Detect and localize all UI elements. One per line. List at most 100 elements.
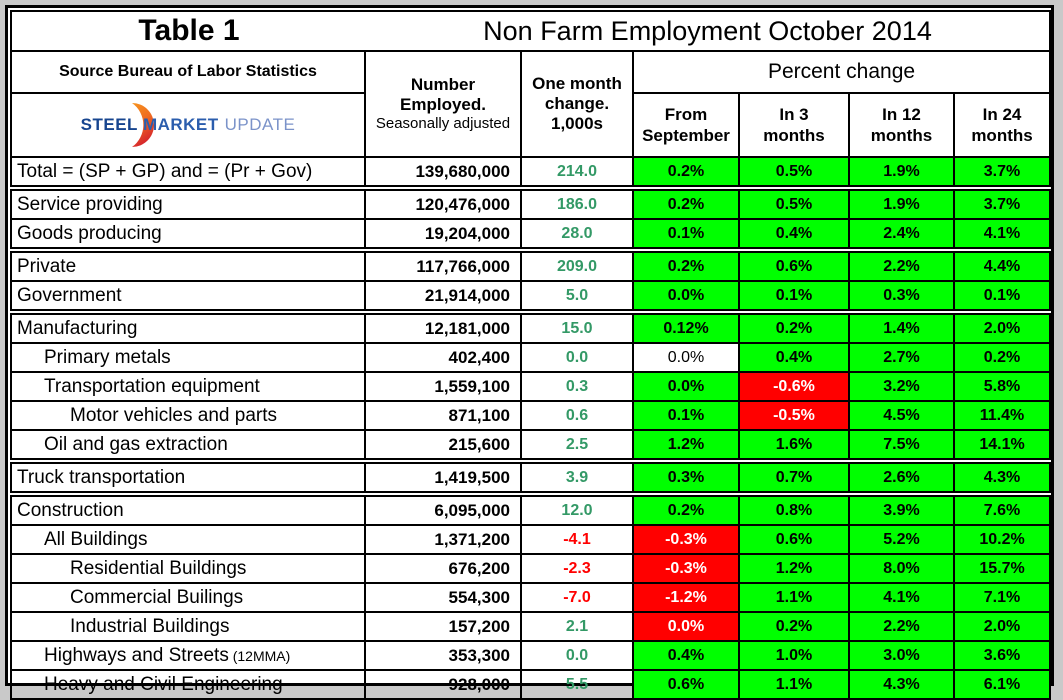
table-row: Private 117,766,000 209.0 0.2% 0.6% 2.2%…	[10, 249, 1052, 282]
pct-in-24-months: 2.0%	[952, 611, 1052, 642]
one-month-change-value: 12.0	[520, 493, 634, 526]
pct-from-september: 0.0%	[632, 280, 740, 315]
pct-in-24-months: 10.2%	[952, 524, 1052, 555]
employed-value: 12,181,000	[364, 311, 522, 344]
employed-value: 215,600	[364, 429, 522, 464]
pct-in-12-months: 2.7%	[848, 342, 955, 373]
pct-in-24-months: 0.2%	[952, 342, 1052, 373]
row-label: Total = (SP + GP) and = (Pr + Gov)	[10, 156, 366, 191]
row-label: Oil and gas extraction	[10, 429, 366, 464]
table-row: Government 21,914,000 5.0 0.0% 0.1% 0.3%…	[10, 280, 1052, 315]
pct-in-12-months: 1.9%	[848, 156, 955, 191]
row-label: Service providing	[10, 187, 366, 220]
col-header-number-employed: Number Employed. Seasonally adjusted	[364, 50, 522, 158]
pct-in-24-months: 11.4%	[952, 400, 1052, 431]
one-month-line1: One month	[532, 73, 622, 93]
title-cell: Table 1 Non Farm Employment October 2014	[9, 10, 1052, 52]
table-row: Goods producing 19,204,000 28.0 0.1% 0.4…	[10, 218, 1052, 253]
employed-value: 353,300	[364, 640, 522, 671]
col-header-from-september: From September	[632, 92, 740, 158]
page-title: Non Farm Employment October 2014	[483, 15, 932, 46]
row-label: Truck transportation	[10, 460, 366, 497]
pct-in-24-months: 4.1%	[952, 218, 1052, 253]
one-month-change-value: 186.0	[520, 187, 634, 220]
employed-value: 676,200	[364, 553, 522, 584]
employed-value: 21,914,000	[364, 280, 522, 315]
pct-from-september: -0.3%	[632, 524, 740, 555]
table-row: All Buildings 1,371,200 -4.1 -0.3% 0.6% …	[10, 524, 1052, 555]
pct-from-september: 0.0%	[632, 371, 740, 402]
employed-value: 1,371,200	[364, 524, 522, 555]
pct-in-3-months: 0.6%	[738, 249, 850, 282]
one-month-change-value: 2.1	[520, 611, 634, 642]
one-month-change-value: 0.3	[520, 371, 634, 402]
one-month-line3: 1,000s	[551, 114, 603, 134]
pct-from-september: 0.1%	[632, 400, 740, 431]
row-label: Motor vehicles and parts	[10, 400, 366, 431]
pct-from-september: 1.2%	[632, 429, 740, 464]
employed-value: 117,766,000	[364, 249, 522, 282]
one-month-line2: change.	[544, 93, 610, 113]
pct-from-september: -0.3%	[632, 553, 740, 584]
one-month-change-value: 0.0	[520, 342, 634, 373]
header-row-sub: STEEL MARKET UPDATE From September In 3 mo…	[10, 92, 1052, 158]
pct-in-12-months: 1.4%	[848, 311, 955, 344]
pct-in-24-months: 7.6%	[952, 493, 1052, 526]
employed-value: 157,200	[364, 611, 522, 642]
one-month-change-value: 0.6	[520, 400, 634, 431]
table-frame: Table 1 Non Farm Employment October 2014…	[5, 5, 1054, 700]
steel-market-update-logo: STEEL MARKET UPDATE	[13, 96, 363, 154]
one-month-change-value: 2.5	[520, 429, 634, 464]
pct-in-12-months: 3.0%	[848, 640, 955, 671]
employed-value: 1,419,500	[364, 460, 522, 497]
pct-in-3-months: 0.5%	[738, 187, 850, 220]
employed-value: 6,095,000	[364, 493, 522, 526]
pct-from-september: 0.2%	[632, 156, 740, 191]
table-row: Residential Buildings 676,200 -2.3 -0.3%…	[10, 553, 1052, 584]
pct-in-12-months: 3.9%	[848, 493, 955, 526]
pct-in-12-months: 5.2%	[848, 524, 955, 555]
one-month-change-value: 28.0	[520, 218, 634, 253]
row-label: Highways and Streets (12MMA)	[10, 640, 366, 671]
one-month-change-value: -7.0	[520, 582, 634, 613]
pct-in-12-months: 0.3%	[848, 280, 955, 315]
row-label: Government	[10, 280, 366, 315]
pct-from-september: -1.2%	[632, 582, 740, 613]
table-row: Primary metals 402,400 0.0 0.0% 0.4% 2.7…	[10, 342, 1052, 373]
crescent-icon	[132, 103, 154, 147]
employed-value: 1,559,100	[364, 371, 522, 402]
one-month-change-value: 5.0	[520, 280, 634, 315]
pct-in-12-months: 1.9%	[848, 187, 955, 220]
logo-cell: STEEL MARKET UPDATE	[10, 92, 366, 158]
pct-in-24-months: 5.8%	[952, 371, 1052, 402]
pct-in-24-months: 3.6%	[952, 640, 1052, 671]
table-number-title: Table 1	[138, 14, 240, 47]
table-row: Commercial Builings 554,300 -7.0 -1.2% 1…	[10, 582, 1052, 613]
pct-from-september: 0.12%	[632, 311, 740, 344]
pct-from-september: 0.2%	[632, 493, 740, 526]
pct-from-september: 0.2%	[632, 187, 740, 220]
one-month-change-value: -2.3	[520, 553, 634, 584]
one-month-change-value: 214.0	[520, 156, 634, 191]
logo-word-update: UPDATE	[224, 115, 296, 134]
one-month-change-value: 15.0	[520, 311, 634, 344]
pct-in-3-months: 0.6%	[738, 524, 850, 555]
pct-in-12-months: 2.4%	[848, 218, 955, 253]
row-label: Industrial Buildings	[10, 611, 366, 642]
pct-from-september: 0.3%	[632, 460, 740, 497]
table-row: Highways and Streets (12MMA) 353,300 0.0…	[10, 640, 1052, 671]
employed-value: 402,400	[364, 342, 522, 373]
pct-in-3-months: 1.0%	[738, 640, 850, 671]
employed-value: 19,204,000	[364, 218, 522, 253]
pct-in-3-months: 0.7%	[738, 460, 850, 497]
one-month-change-value: 0.0	[520, 640, 634, 671]
pct-in-3-months: 0.5%	[738, 156, 850, 191]
pct-in-12-months: 2.2%	[848, 611, 955, 642]
number-employed-line2: Employed.	[400, 95, 486, 115]
header-row-top: Source Bureau of Labor Statistics Number…	[10, 50, 1052, 158]
table-row: Total = (SP + GP) and = (Pr + Gov) 139,6…	[10, 156, 1052, 191]
table-row: Manufacturing 12,181,000 15.0 0.12% 0.2%…	[10, 311, 1052, 344]
row-label: Goods producing	[10, 218, 366, 253]
col-header-in-3-months: In 3 months	[738, 92, 850, 158]
pct-from-september: 0.4%	[632, 640, 740, 671]
